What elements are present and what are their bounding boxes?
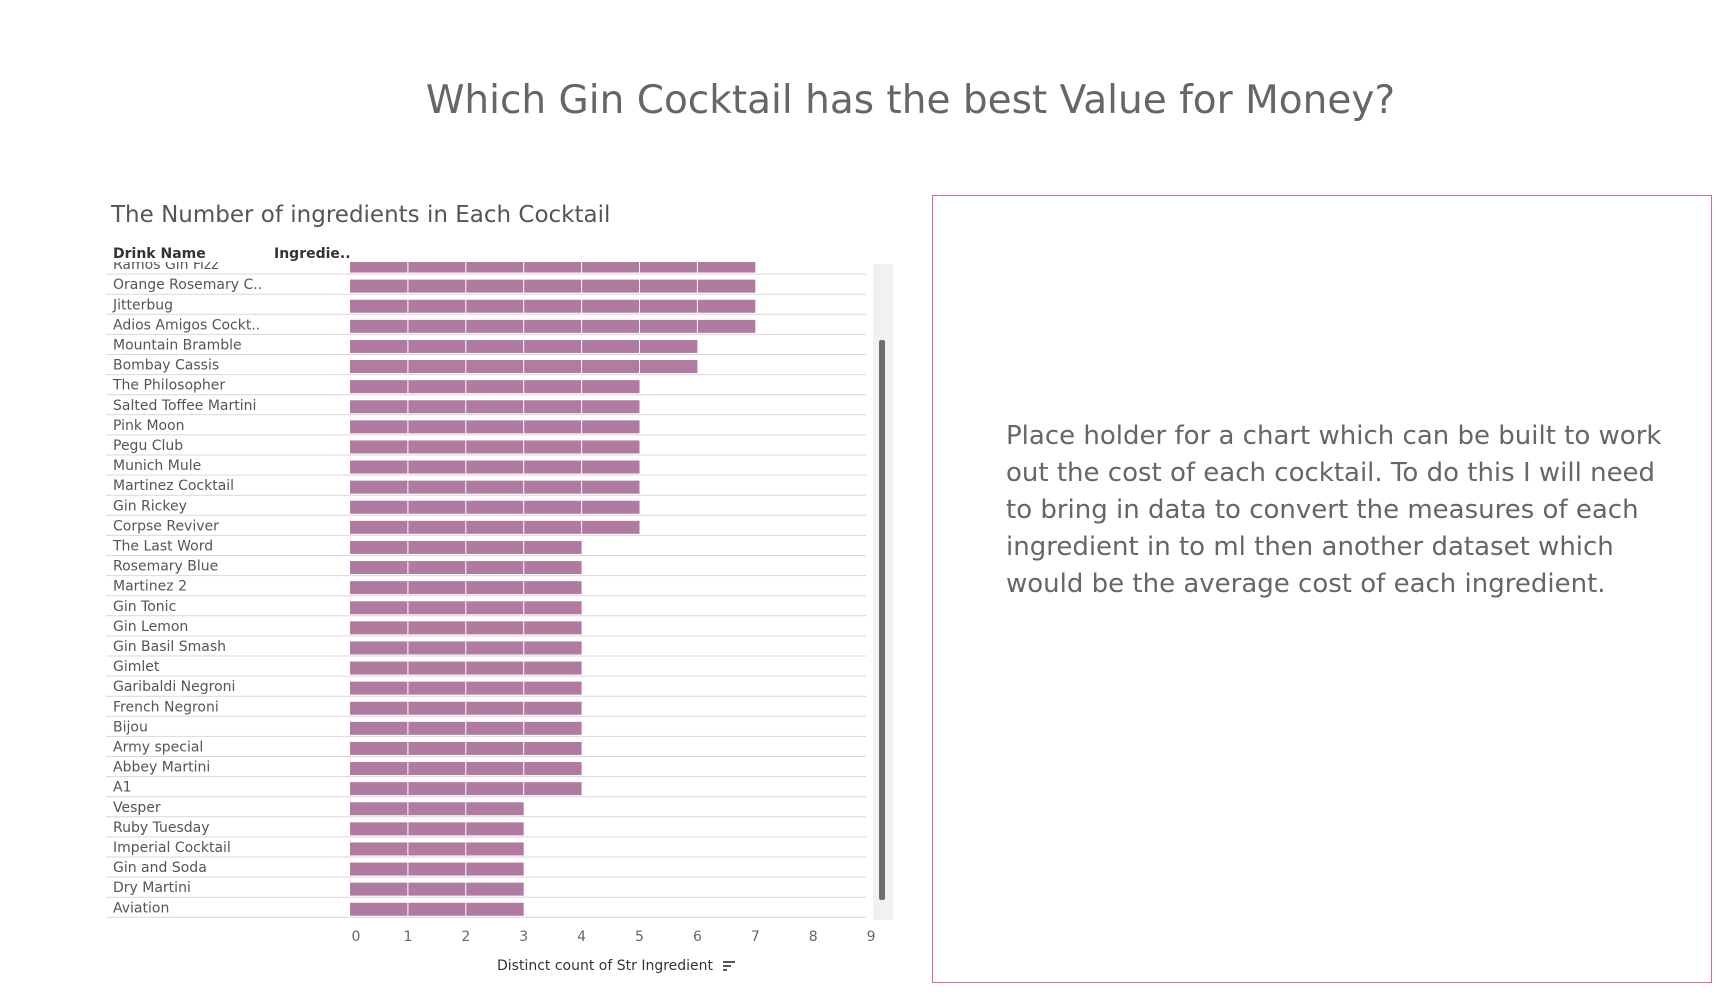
row-label[interactable]: Martinez 2	[113, 579, 187, 595]
row-label[interactable]: Martinez Cocktail	[113, 478, 234, 494]
row-label[interactable]: Gin and Soda	[113, 860, 207, 876]
sort-descending-icon[interactable]	[723, 961, 736, 971]
x-tick-label: 6	[693, 929, 702, 945]
row-label[interactable]: Army special	[113, 739, 203, 755]
bar[interactable]	[350, 882, 524, 896]
row-label[interactable]: Ruby Tuesday	[113, 820, 210, 836]
bar[interactable]	[350, 420, 640, 434]
bar[interactable]	[350, 400, 640, 414]
bar[interactable]	[350, 440, 640, 454]
bar-chart-plot: Ramos Gin Fizz Orange Rosemary C.. Jitterb…	[106, 262, 866, 918]
x-tick-label: 5	[635, 929, 644, 945]
row-label[interactable]: A1	[113, 780, 131, 796]
row-label[interactable]: Pink Moon	[113, 418, 185, 434]
row-label[interactable]: Gin Tonic	[113, 599, 176, 615]
row-label[interactable]: The Philosopher	[112, 378, 225, 394]
row-label[interactable]: Orange Rosemary C..	[113, 277, 262, 293]
bar[interactable]	[350, 279, 756, 293]
row-label[interactable]: Salted Toffee Martini	[113, 398, 256, 414]
x-tick-label: 3	[519, 929, 528, 945]
x-tick-label: 8	[809, 929, 818, 945]
row-label[interactable]: Adios Amigos Cockt..	[113, 317, 260, 333]
bar[interactable]	[350, 902, 524, 916]
placeholder-text: Place holder for a chart which can be bu…	[1006, 421, 1662, 599]
row-label[interactable]: Gimlet	[113, 659, 160, 675]
row-label[interactable]: The Last Word	[112, 538, 213, 554]
row-label[interactable]: Abbey Martini	[113, 760, 210, 776]
row-label[interactable]: Gin Basil Smash	[113, 639, 226, 655]
bar[interactable]	[350, 262, 756, 273]
bar[interactable]	[350, 520, 640, 534]
bar[interactable]	[350, 842, 524, 856]
chart-title: The Number of ingredients in Each Cockta…	[111, 202, 611, 228]
x-axis-label-text: Distinct count of Str Ingredient	[497, 958, 714, 974]
row-label[interactable]: Bombay Cassis	[113, 358, 219, 374]
row-label[interactable]: Vesper	[113, 800, 161, 816]
row-label[interactable]: French Negroni	[113, 699, 219, 715]
x-tick-label: 0	[352, 929, 361, 945]
bar[interactable]	[350, 460, 640, 474]
bar-chart-scroll-area[interactable]: Ramos Gin Fizz Orange Rosemary C.. Jitterb…	[106, 262, 873, 922]
vertical-scrollbar[interactable]	[873, 264, 893, 920]
row-label[interactable]: Bijou	[113, 719, 148, 735]
x-tick-label: 2	[461, 929, 470, 945]
x-tick-label: 1	[403, 929, 412, 945]
row-label[interactable]: Gin Rickey	[113, 498, 187, 514]
x-tick-label: 7	[751, 929, 760, 945]
row-label[interactable]: Munich Mule	[113, 458, 201, 474]
dashboard-title: Which Gin Cocktail has the best Value fo…	[425, 78, 1396, 123]
row-label[interactable]: Pegu Club	[113, 438, 183, 454]
row-label[interactable]: Gin Lemon	[113, 619, 188, 635]
dashboard-title-wrap: Which Gin Cocktail has the best Value fo…	[0, 78, 1731, 123]
row-label[interactable]: Rosemary Blue	[113, 559, 218, 575]
column-header-drink-name[interactable]: Drink Name	[113, 246, 206, 262]
bar[interactable]	[350, 500, 640, 514]
x-tick-label: 9	[867, 929, 876, 945]
column-header-ingredients[interactable]: Ingredie..	[274, 246, 351, 262]
bar[interactable]	[350, 299, 756, 313]
bar[interactable]	[350, 480, 640, 494]
placeholder-panel: Place holder for a chart which can be bu…	[932, 195, 1712, 983]
x-axis-label[interactable]: Distinct count of Str Ingredient	[497, 958, 736, 974]
row-label[interactable]: Corpse Reviver	[113, 518, 219, 534]
row-label[interactable]: Imperial Cocktail	[113, 840, 231, 856]
scrollbar-thumb[interactable]	[879, 340, 885, 900]
bar[interactable]	[350, 862, 524, 876]
row-label[interactable]: Dry Martini	[113, 880, 191, 896]
bar[interactable]	[350, 380, 640, 394]
bar[interactable]	[350, 319, 756, 333]
x-tick-label: 4	[577, 929, 586, 945]
row-label[interactable]: Ramos Gin Fizz	[113, 262, 219, 273]
bar[interactable]	[350, 822, 524, 836]
row-label[interactable]: Mountain Bramble	[113, 337, 242, 353]
bar[interactable]	[350, 802, 524, 816]
row-label[interactable]: Garibaldi Negroni	[113, 679, 235, 695]
row-label[interactable]: Jitterbug	[112, 297, 173, 313]
row-label[interactable]: Aviation	[113, 900, 169, 916]
